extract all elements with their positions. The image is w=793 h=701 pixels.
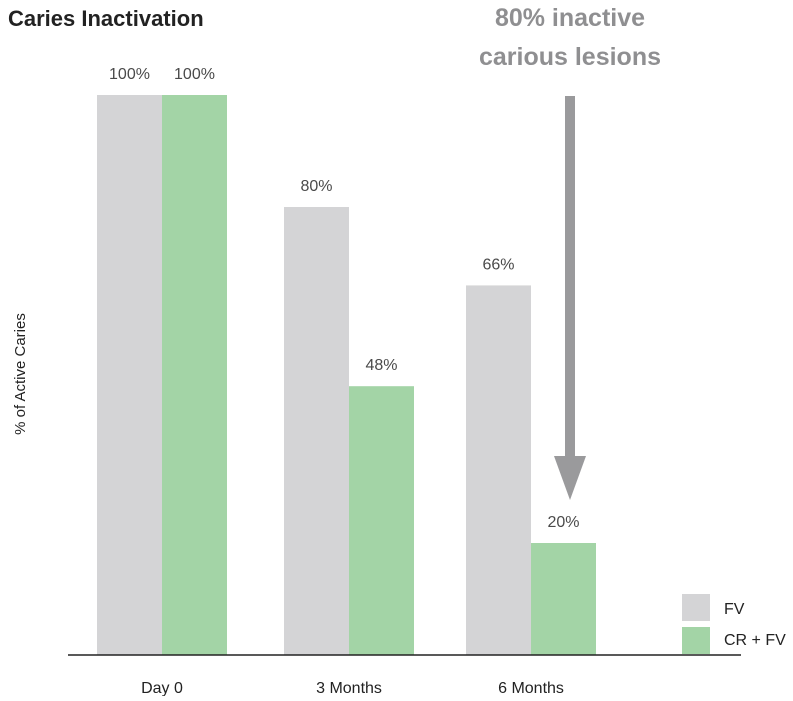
bars-group — [97, 95, 596, 655]
data-label-0-2: 66% — [482, 256, 514, 273]
data-label-1-1: 48% — [365, 357, 397, 374]
annotation-line-2: carious lesions — [479, 43, 661, 71]
data-label-1-0: 100% — [174, 66, 215, 83]
annotation-line-1: 80% inactive — [495, 4, 645, 32]
bar-fv-2 — [466, 285, 531, 655]
legend-label-fv: FV — [724, 601, 745, 618]
category-label-1: 3 Months — [316, 680, 382, 696]
bar-cr-fv-2 — [531, 543, 596, 655]
legend-swatch-fv — [682, 594, 710, 621]
legend-swatch-cr-fv — [682, 627, 710, 654]
y-axis-label: % of Active Caries — [12, 313, 29, 435]
data-label-0-1: 80% — [300, 178, 332, 195]
category-label-2: 6 Months — [498, 680, 564, 696]
category-labels-group: Day 0 3 Months 6 Months — [141, 680, 564, 697]
annotation-arrow-head — [554, 456, 586, 500]
bar-cr-fv-0 — [162, 95, 227, 655]
data-label-0-0: 100% — [109, 66, 150, 83]
annotation-arrow-shaft — [565, 96, 575, 456]
data-labels-group: 100% 100% 80% 48% 66% 20% — [109, 66, 579, 531]
bar-fv-1 — [284, 207, 349, 655]
legend: FV CR + FV — [682, 594, 786, 654]
chart-title: Caries Inactivation — [8, 6, 204, 31]
data-label-1-2: 20% — [547, 514, 579, 531]
bar-cr-fv-1 — [349, 386, 414, 655]
annotation-arrow — [554, 96, 586, 500]
category-label-0: Day 0 — [141, 680, 183, 696]
bar-fv-0 — [97, 95, 162, 655]
legend-label-cr-fv: CR + FV — [724, 632, 786, 649]
